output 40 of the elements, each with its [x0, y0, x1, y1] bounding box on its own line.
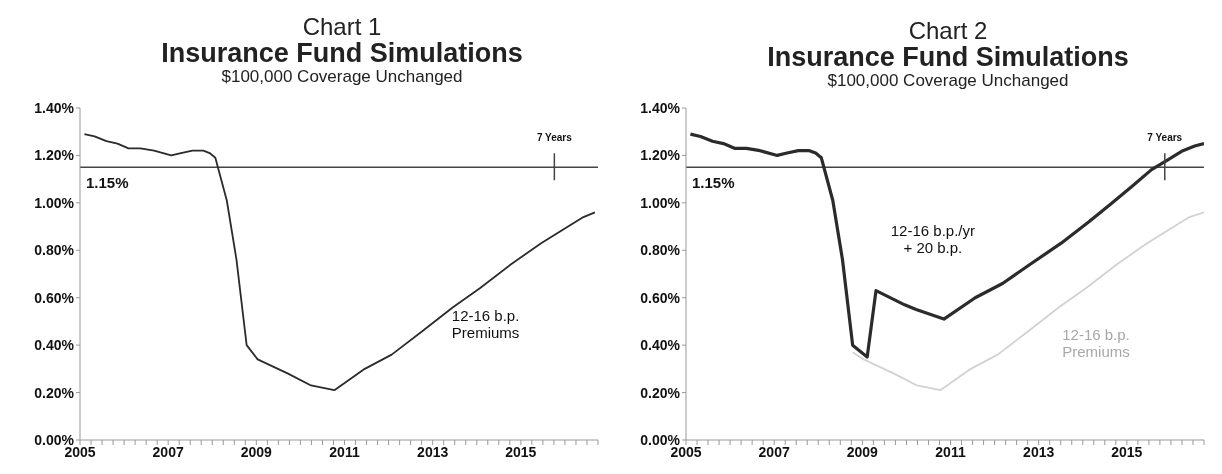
- y-tick-label: 0.80%: [640, 242, 681, 259]
- line-series: [83, 133, 596, 392]
- series-label: 12-16 b.p. Premiums: [1062, 326, 1130, 360]
- chart-title: Chart 2 Insurance Fund Simulations: [766, 17, 1130, 73]
- y-tick-label: 1.00%: [34, 194, 75, 211]
- x-tick-label: 2009: [240, 443, 273, 460]
- x-tick-label: 2015: [505, 443, 537, 460]
- annotation: 7 Years: [1147, 132, 1183, 144]
- text: 12-16 b.p./yr + 20 b.p.: [890, 222, 975, 256]
- y-tick-label: 0.20%: [640, 384, 681, 401]
- y-tick-label: 1.00%: [640, 194, 681, 211]
- annotation: 7 Years: [536, 132, 573, 144]
- y-tick-label: 0.60%: [34, 289, 75, 306]
- x-tick-label: 2013: [417, 443, 449, 460]
- chart-subtitle: $100,000 Coverage Unchanged: [826, 70, 1070, 90]
- x-tick-label: 2011: [329, 443, 360, 460]
- y-tick-label: 0.80%: [34, 242, 75, 259]
- ref-line-label: 1.15%: [86, 174, 129, 192]
- y-tick-label: 0.00%: [640, 431, 681, 448]
- chart-subtitle: $100,000 Coverage Unchanged: [220, 66, 464, 86]
- y-tick-label: 1.20%: [34, 147, 75, 164]
- chart-title: Chart 1 Insurance Fund Simulations: [160, 13, 524, 69]
- y-tick-label: 0.00%: [34, 431, 75, 448]
- series-label: 12-16 b.p. Premiums: [451, 307, 520, 341]
- x-tick-label: 2009: [846, 443, 879, 460]
- y-tick-label: 0.40%: [34, 337, 75, 354]
- y-tick-label: 1.40%: [34, 99, 75, 116]
- line-series: [851, 211, 1204, 392]
- y-tick-label: 0.40%: [640, 337, 681, 354]
- line-series: [688, 132, 1204, 359]
- x-tick-label: 2013: [1023, 443, 1055, 460]
- x-tick-label: 2007: [152, 443, 184, 460]
- y-tick-label: 1.20%: [640, 147, 681, 164]
- x-tick-label: 2011: [935, 443, 966, 460]
- y-tick-label: 0.60%: [640, 289, 681, 306]
- x-tick-label: 2015: [1111, 443, 1143, 460]
- y-tick-label: 0.20%: [34, 384, 75, 401]
- y-tick-label: 1.40%: [640, 99, 681, 116]
- x-tick-label: 2007: [758, 443, 790, 460]
- ref-line-label: 1.15%: [692, 174, 735, 192]
